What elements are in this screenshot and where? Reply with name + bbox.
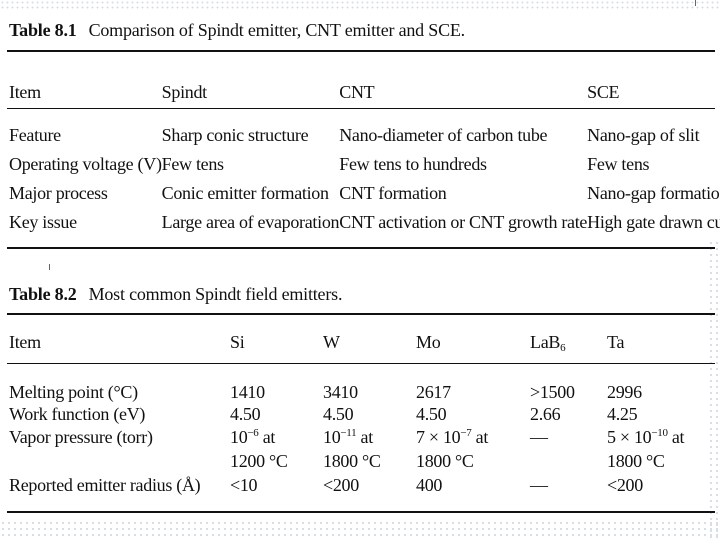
- table-row: Work function (eV) 4.50 4.50 4.50 2.66 4…: [9, 403, 707, 425]
- table1-cell: CNT formation: [339, 183, 447, 203]
- vapor-si-base: 10: [230, 427, 248, 447]
- table2-cell: 2617: [416, 382, 451, 402]
- table1-cell: Feature: [9, 125, 61, 145]
- table1-cell: Key issue: [9, 212, 77, 232]
- table1-cell: Sharp conic structure: [161, 125, 309, 145]
- table-row: 1200 °C 1800 °C 1800 °C 1800 °C: [9, 449, 707, 473]
- decorative-dot-pattern-top: [0, 0, 720, 10]
- table2-cell: 4.50: [416, 404, 447, 424]
- table2-header-si: Si: [230, 332, 245, 352]
- table2-cell: 4.25: [607, 404, 638, 424]
- table2-cell: 2.66: [530, 404, 561, 424]
- lab6-base: LaB: [530, 332, 561, 352]
- table2-header-item: Item: [9, 332, 41, 352]
- table2-cell: 400: [416, 475, 443, 495]
- table1-cell: Major process: [9, 183, 108, 203]
- table2-cell: —: [530, 427, 548, 447]
- table1-cell: Nano-gap of slit: [587, 125, 700, 145]
- table2-caption: Table 8.2 Most common Spindt field emitte…: [9, 284, 342, 305]
- table1: Item Spindt CNT SCE Feature Sharp conic …: [9, 78, 720, 237]
- table2-cell: 1800 °C: [607, 451, 665, 471]
- table1-bottom-rule: [7, 247, 715, 249]
- table2-cell: 7 × 10−7 at: [416, 425, 530, 449]
- table2-cell: 3410: [323, 382, 358, 402]
- table1-header-row: Item Spindt CNT SCE: [9, 78, 720, 107]
- table2-header-mo: Mo: [416, 332, 441, 352]
- table2-header-ta: Ta: [607, 332, 625, 352]
- table-row: Key issue Large area of evaporation CNT …: [9, 208, 720, 237]
- table2-label: Table 8.2: [9, 284, 77, 304]
- table2-cell: 1800 °C: [416, 451, 474, 471]
- table1-header-rule: [7, 108, 715, 109]
- table-row: Reported emitter radius (Å) <10 <200 400…: [9, 473, 707, 497]
- table2-header-lab6: LaB6: [530, 331, 607, 354]
- vapor-w-base: 10: [323, 427, 341, 447]
- table2-cell: <200: [323, 475, 359, 495]
- table-row: Vapor pressure (torr) 10−6 at 10−11 at 7…: [9, 425, 707, 449]
- table1-cell: Conic emitter formation: [161, 183, 329, 203]
- table1-cell: High gate drawn current: [587, 212, 720, 232]
- vapor-mo-at: at: [471, 427, 489, 447]
- table2-cell: Vapor pressure (torr): [9, 427, 153, 447]
- vapor-ta-at: at: [667, 427, 685, 447]
- table1-header-sce: SCE: [587, 82, 620, 102]
- table2-title: Most common Spindt field emitters.: [88, 284, 343, 304]
- table1-cell: Operating voltage (V): [9, 154, 162, 174]
- table2-cell: Reported emitter radius (Å): [9, 475, 201, 495]
- table-row: Operating voltage (V) Few tens Few tens …: [9, 150, 720, 179]
- table1-cell: Few tens: [161, 154, 224, 174]
- table-row: Feature Sharp conic structure Nano-diame…: [9, 121, 720, 150]
- table2-cell: 4.50: [323, 404, 354, 424]
- table1-cell: Few tens: [587, 154, 650, 174]
- table2-cell: >1500: [530, 382, 575, 402]
- vapor-si-at: at: [258, 427, 276, 447]
- table2-header-w: W: [323, 332, 340, 352]
- decorative-dot-pattern-right: [708, 240, 720, 540]
- table2-cell: 1200 °C: [230, 451, 288, 471]
- vapor-w-exponent: −11: [340, 427, 357, 439]
- table1-label: Table 8.1: [9, 20, 77, 40]
- table1-top-rule: [7, 50, 715, 52]
- table1-header-item: Item: [9, 82, 41, 102]
- lab6-subscript: 6: [560, 342, 566, 354]
- table2-cell: <200: [607, 475, 643, 495]
- table2-cell: <10: [230, 475, 258, 495]
- table1-cell: CNT activation or CNT growth rate: [339, 212, 588, 232]
- table2-cell: Melting point (°C): [9, 382, 138, 402]
- table2-top-rule: [7, 313, 715, 315]
- decorative-dot-pattern-bottom: [0, 520, 720, 540]
- decorative-tick-mark-top: [695, 0, 696, 6]
- table2-cell: —: [530, 475, 548, 495]
- table2: Item Si W Mo LaB6 Ta Melting point (°C) …: [9, 331, 707, 497]
- table2-cell: 10−6 at: [230, 425, 323, 449]
- table1-caption: Table 8.1 Comparison of Spindt emitter, C…: [9, 20, 465, 41]
- table2-cell: 4.50: [230, 404, 261, 424]
- table2-bottom-rule: [7, 511, 715, 513]
- table-row: Major process Conic emitter formation CN…: [9, 179, 720, 208]
- table2-cell: 1800 °C: [323, 451, 381, 471]
- vapor-ta-base: 5 × 10: [607, 427, 652, 447]
- table2-cell: 10−11 at: [323, 425, 416, 449]
- table1-title: Comparison of Spindt emitter, CNT emitte…: [88, 20, 466, 40]
- table1-cell: Few tens to hundreds: [339, 154, 487, 174]
- table1-cell: Nano-gap formation: [587, 183, 720, 203]
- vapor-w-at: at: [356, 427, 374, 447]
- table2-header-rule: [7, 363, 715, 364]
- table2-cell: 2996: [607, 382, 642, 402]
- decorative-tick-mark: [49, 264, 50, 270]
- table2-cell: 5 × 10−10 at: [607, 425, 707, 449]
- vapor-ta-exponent: −10: [651, 427, 668, 439]
- table1-header-cnt: CNT: [339, 82, 375, 102]
- table2-cell: 1410: [230, 382, 265, 402]
- table1-header-spindt: Spindt: [161, 82, 208, 102]
- table2-header-row: Item Si W Mo LaB6 Ta: [9, 331, 707, 354]
- vapor-si-exponent: −6: [247, 427, 259, 439]
- table1-cell: Nano-diameter of carbon tube: [339, 125, 548, 145]
- vapor-mo-exponent: −7: [460, 427, 472, 439]
- table-row: Melting point (°C) 1410 3410 2617 >1500 …: [9, 381, 707, 403]
- vapor-mo-base: 7 × 10: [416, 427, 461, 447]
- table1-cell: Large area of evaporation: [161, 212, 340, 232]
- table2-cell: Work function (eV): [9, 404, 146, 424]
